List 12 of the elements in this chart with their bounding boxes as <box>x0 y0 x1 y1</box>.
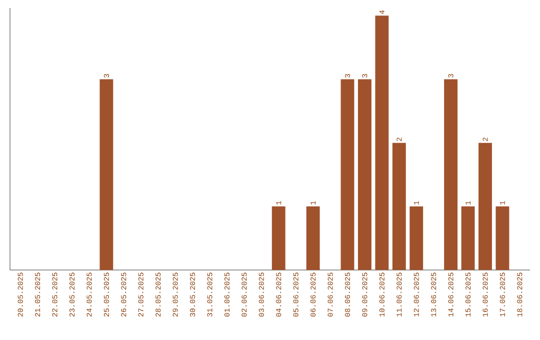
bar <box>272 206 286 270</box>
bar <box>358 79 372 270</box>
bar <box>444 79 458 270</box>
bar <box>375 16 389 270</box>
bar <box>478 142 492 270</box>
bar <box>410 206 424 270</box>
bar <box>496 206 510 270</box>
bar <box>461 206 475 270</box>
bar <box>306 206 320 270</box>
bar <box>340 79 354 270</box>
bar <box>392 142 406 270</box>
bar <box>100 79 114 270</box>
